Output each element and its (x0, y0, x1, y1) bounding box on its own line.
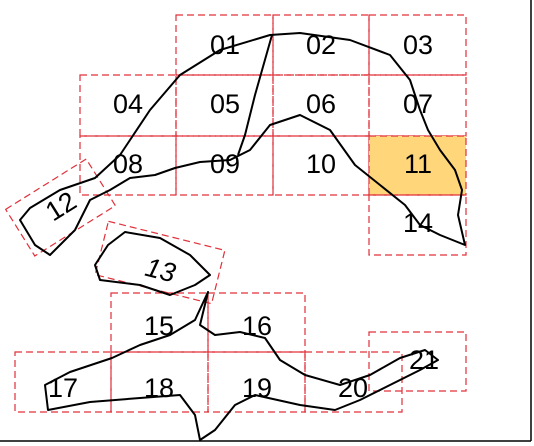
ridge (237, 34, 273, 156)
tile-label: 18 (144, 373, 174, 403)
tile-label: 21 (409, 345, 439, 375)
tile-label: 15 (144, 311, 174, 341)
tile-label: 05 (210, 89, 240, 119)
tile-label: 03 (403, 30, 433, 60)
island-south (44, 291, 439, 441)
tile-label: 12 (40, 186, 81, 227)
tile-label: 08 (113, 149, 143, 179)
tile-label: 01 (210, 30, 240, 60)
tile-label: 02 (306, 30, 336, 60)
tile (14, 351, 112, 413)
island-north (19, 32, 466, 256)
tile-label: 06 (306, 89, 336, 119)
tile (110, 351, 209, 413)
tile (207, 351, 306, 413)
tile-label: 11 (404, 149, 432, 179)
tile (4, 158, 117, 257)
tile-grid (4, 14, 467, 413)
tile-label: 13 (142, 252, 178, 288)
tile-label: 09 (210, 149, 240, 179)
tile-label: 04 (113, 89, 143, 119)
island-13 (94, 231, 211, 296)
tile-label: 16 (242, 311, 272, 341)
tile (368, 331, 467, 392)
tile-label: 19 (242, 373, 272, 403)
tile (368, 135, 467, 196)
tile-label: 20 (338, 373, 368, 403)
tile (368, 74, 467, 137)
tile (368, 194, 467, 256)
tile-label: 07 (403, 89, 433, 119)
coastline (19, 32, 466, 441)
tile-label: 14 (403, 208, 433, 238)
tile (79, 135, 177, 196)
tile-label: 17 (48, 373, 78, 403)
tile (175, 74, 274, 137)
tile-labels: 01 02 03 04 05 06 07 08 09 10 11 12 13 14 15 16 17 18 19 20… (40, 30, 439, 403)
tile (304, 351, 403, 413)
tile (368, 14, 467, 76)
tile-label: 10 (306, 149, 336, 179)
